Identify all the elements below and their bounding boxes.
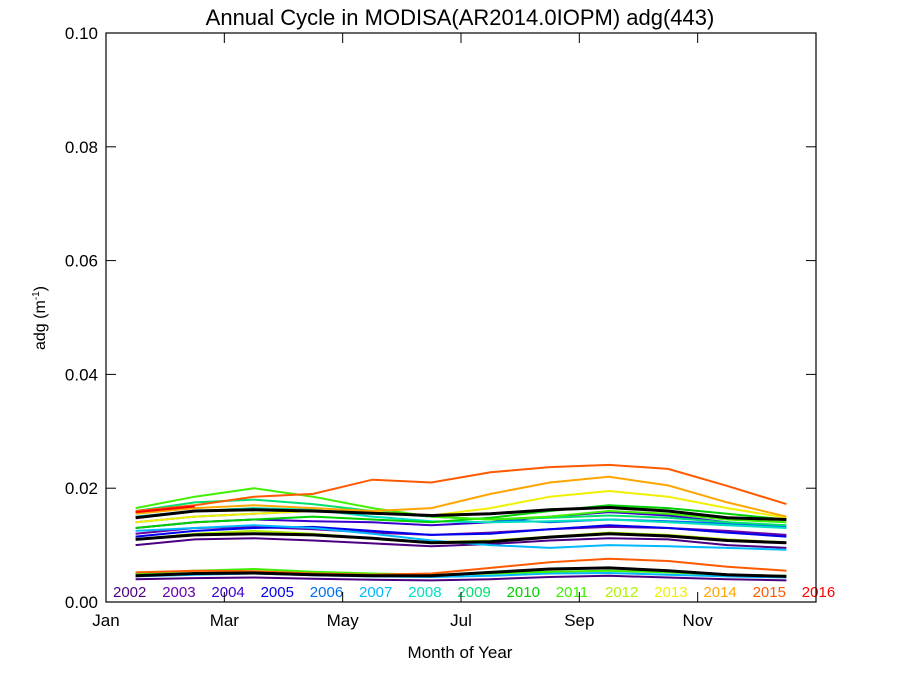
- x-axis: Jan Mar May Jul Sep Nov: [92, 33, 713, 630]
- y-tick-label: 0.02: [65, 479, 98, 498]
- series-line-2016: [135, 505, 195, 514]
- legend-label-2006: 2006: [310, 584, 343, 601]
- legend-label-2013: 2013: [654, 584, 687, 601]
- series-line-2002: [135, 537, 787, 549]
- y-axis-label: adg (m-1): [31, 286, 49, 350]
- reference-line-1: [135, 505, 787, 521]
- legend-label-2015: 2015: [753, 584, 786, 601]
- series-line-2013: [135, 489, 787, 524]
- y-axis: 0.00 0.02 0.04 0.06 0.08 0.10: [65, 24, 816, 612]
- low-series-line-1: [135, 574, 787, 582]
- chart-title: Annual Cycle in MODISA(AR2014.0IOPM) adg…: [206, 5, 715, 30]
- series-line-2005: [135, 524, 787, 538]
- series-line-2010: [135, 504, 787, 529]
- series-line-2014: [135, 475, 787, 518]
- legend-label-2012: 2012: [605, 584, 638, 601]
- x-tick-label: Jul: [450, 611, 472, 630]
- legend-label-2004: 2004: [211, 584, 244, 601]
- x-tick-label: May: [327, 611, 360, 630]
- y-tick-label: 0.04: [65, 365, 98, 384]
- x-axis-label: Month of Year: [408, 643, 513, 662]
- legend-label-2007: 2007: [359, 584, 392, 601]
- legend-label-2005: 2005: [261, 584, 294, 601]
- reference-line-2: [135, 532, 787, 545]
- legend-label-2016: 2016: [802, 584, 835, 601]
- legend: 2002 2003 2004 2005 2006 2007 2008 2009 2010 2011…: [113, 584, 835, 601]
- legend-label-2011: 2011: [556, 584, 588, 601]
- y-axis-label-main: adg (m: [32, 300, 49, 350]
- plot-lines: [135, 463, 787, 582]
- x-tick-label: Mar: [210, 611, 240, 630]
- legend-label-2010: 2010: [507, 584, 540, 601]
- y-tick-label: 0.06: [65, 252, 98, 271]
- y-axis-label-sup: -1: [31, 291, 42, 300]
- y-tick-label: 0.00: [65, 593, 98, 612]
- y-tick-label: 0.08: [65, 138, 98, 157]
- low-series-line-4: [135, 557, 787, 576]
- legend-label-2003: 2003: [162, 584, 195, 601]
- series-line-2011: [135, 487, 787, 524]
- legend-label-2002: 2002: [113, 584, 146, 601]
- legend-label-2014: 2014: [703, 584, 736, 601]
- y-tick-label: 0.10: [65, 24, 98, 43]
- legend-label-2009: 2009: [457, 584, 490, 601]
- reference-line-3: [135, 566, 787, 578]
- x-tick-label: Jan: [92, 611, 119, 630]
- x-tick-label: Sep: [564, 611, 594, 630]
- legend-label-2008: 2008: [408, 584, 441, 601]
- x-tick-label: Nov: [683, 611, 714, 630]
- y-axis-label-close: ): [32, 286, 49, 291]
- series-line-2015: [135, 463, 787, 512]
